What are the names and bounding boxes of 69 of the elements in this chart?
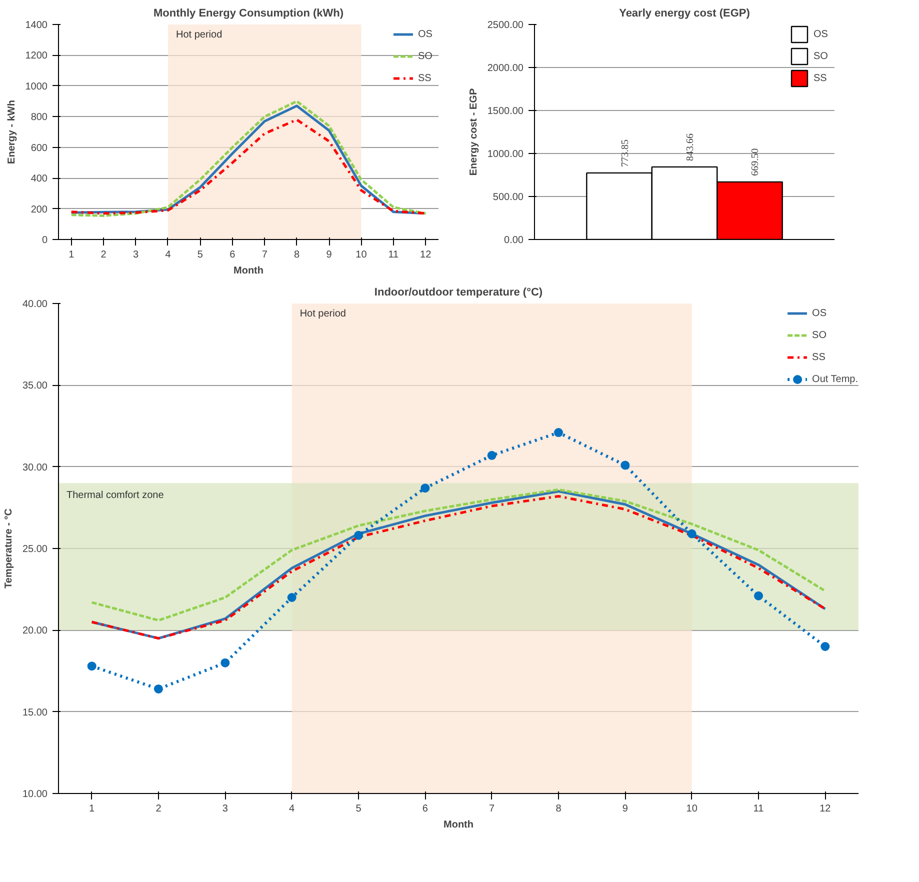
x-tick-label: 1: [89, 804, 96, 814]
legend-label: OS: [812, 308, 828, 318]
y-tick-label: 15.00: [22, 707, 48, 718]
legend-label: SO: [812, 330, 828, 340]
x-tick-label: 8: [556, 804, 562, 814]
chart-title: Indoor/outdoor temperature (°C): [374, 286, 543, 298]
band-label: Hot period: [176, 30, 222, 40]
x-tick-label: 6: [230, 250, 236, 260]
y-tick-label: 2500.00: [486, 20, 524, 31]
x-tick-label: 1: [68, 250, 75, 260]
legend-label: SS: [814, 72, 828, 84]
y-tick-label: 25.00: [22, 544, 48, 555]
data-label: 843.66: [684, 133, 696, 161]
y-tick-label: 10.00: [22, 789, 48, 800]
y-tick-label: 30.00: [22, 462, 48, 474]
x-tick-label: 3: [133, 250, 140, 260]
legend-label: SO: [814, 50, 829, 62]
band-label: Hot period: [300, 308, 346, 320]
x-tick-label: 2: [100, 250, 107, 260]
x-tick-label: 3: [222, 804, 228, 814]
y-axis-title: Temperature - °C: [3, 508, 14, 588]
legend-label: SO: [418, 50, 434, 62]
y-tick-label: 1400: [25, 20, 48, 31]
legend-label: OS: [418, 28, 434, 40]
x-tick-label: 11: [388, 250, 400, 260]
x-tick-label: 12: [820, 804, 832, 814]
y-tick-label: 0.00: [504, 235, 524, 246]
legend-label: OS: [814, 28, 829, 40]
data-label: 669.50: [750, 148, 761, 176]
chart-title: Yearly energy cost (EGP): [618, 8, 750, 20]
x-tick-label: 8: [294, 250, 300, 260]
legend-label: SS: [812, 352, 826, 362]
x-tick-label: 6: [422, 804, 428, 814]
x-tick-label: 9: [622, 804, 628, 814]
x-axis-title: Month: [444, 820, 474, 830]
x-tick-label: 2: [156, 804, 162, 814]
y-tick-label: 400: [30, 174, 48, 185]
y-tick-label: 600: [30, 142, 48, 154]
x-tick-label: 11: [753, 804, 764, 814]
band-label: Thermal comfort zone: [66, 490, 164, 502]
x-tick-label: 10: [356, 250, 368, 260]
x-tick-label: 4: [289, 804, 296, 814]
y-tick-label: 2000.00: [486, 63, 524, 74]
x-tick-label: 7: [489, 804, 496, 814]
legend-label: SS: [418, 72, 432, 84]
y-tick-label: 1000.00: [486, 149, 524, 160]
y-tick-label: 1000: [25, 81, 48, 92]
y-tick-label: 200: [30, 204, 48, 216]
y-tick-label: 40.00: [22, 299, 48, 310]
y-tick-label: 0: [42, 235, 48, 246]
y-tick-label: 1200: [25, 50, 48, 62]
y-tick-label: 20.00: [22, 626, 48, 637]
y-axis-title: Energy cost - EGP: [468, 88, 479, 176]
legend-label: Out Temp.: [812, 374, 858, 384]
x-tick-label: 5: [356, 804, 362, 814]
x-tick-label: 5: [197, 250, 204, 260]
data-label: 773.85: [619, 139, 630, 167]
y-tick-label: 35.00: [22, 380, 48, 392]
chart-title: Monthly Energy Consumption (kWh): [153, 8, 344, 20]
y-axis-title: Energy - kWh: [6, 100, 18, 164]
y-tick-label: 800: [30, 112, 48, 124]
x-tick-label: 12: [420, 250, 432, 260]
y-tick-label: 1500.00: [486, 106, 524, 117]
x-tick-label: 10: [686, 804, 698, 814]
x-tick-label: 7: [262, 250, 268, 260]
x-axis-title: Month: [234, 266, 264, 276]
y-tick-label: 500.00: [492, 192, 524, 203]
x-tick-label: 9: [326, 250, 332, 260]
x-tick-label: 4: [165, 250, 172, 260]
